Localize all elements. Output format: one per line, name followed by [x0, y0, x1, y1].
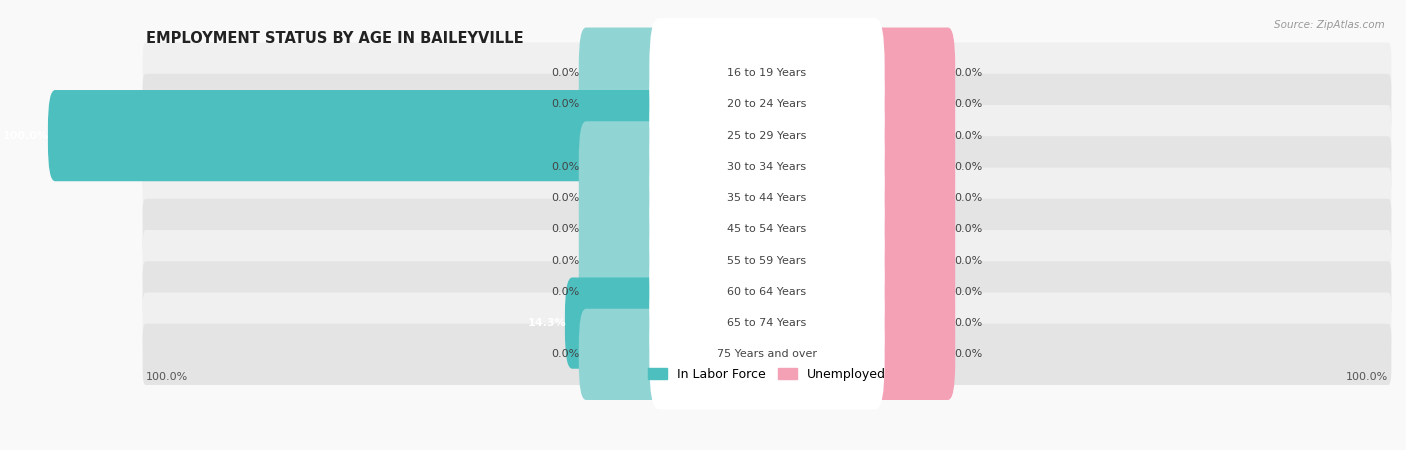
FancyBboxPatch shape: [48, 90, 665, 181]
FancyBboxPatch shape: [650, 18, 884, 128]
FancyBboxPatch shape: [650, 81, 884, 191]
FancyBboxPatch shape: [869, 90, 955, 181]
FancyBboxPatch shape: [869, 215, 955, 306]
Text: 0.0%: 0.0%: [551, 349, 581, 360]
Text: EMPLOYMENT STATUS BY AGE IN BAILEYVILLE: EMPLOYMENT STATUS BY AGE IN BAILEYVILLE: [146, 32, 523, 46]
FancyBboxPatch shape: [650, 50, 884, 159]
Text: Source: ZipAtlas.com: Source: ZipAtlas.com: [1274, 20, 1385, 30]
FancyBboxPatch shape: [869, 278, 955, 369]
FancyBboxPatch shape: [650, 206, 884, 315]
Text: 0.0%: 0.0%: [955, 162, 983, 172]
FancyBboxPatch shape: [579, 309, 665, 400]
Text: 55 to 59 Years: 55 to 59 Years: [727, 256, 807, 266]
FancyBboxPatch shape: [142, 292, 1392, 354]
FancyBboxPatch shape: [579, 153, 665, 244]
FancyBboxPatch shape: [650, 112, 884, 222]
Text: 65 to 74 Years: 65 to 74 Years: [727, 318, 807, 328]
Text: 0.0%: 0.0%: [955, 193, 983, 203]
Text: 60 to 64 Years: 60 to 64 Years: [727, 287, 807, 297]
Text: 100.0%: 100.0%: [1346, 373, 1388, 382]
Text: 45 to 54 Years: 45 to 54 Years: [727, 225, 807, 234]
FancyBboxPatch shape: [565, 278, 665, 369]
Text: 0.0%: 0.0%: [551, 256, 581, 266]
FancyBboxPatch shape: [650, 143, 884, 253]
Text: 0.0%: 0.0%: [955, 287, 983, 297]
Text: 0.0%: 0.0%: [955, 318, 983, 328]
FancyBboxPatch shape: [142, 199, 1392, 260]
Text: 0.0%: 0.0%: [551, 68, 581, 78]
FancyBboxPatch shape: [142, 167, 1392, 229]
FancyBboxPatch shape: [650, 299, 884, 410]
FancyBboxPatch shape: [869, 27, 955, 119]
Text: 30 to 34 Years: 30 to 34 Years: [727, 162, 807, 172]
Text: 0.0%: 0.0%: [551, 99, 581, 109]
FancyBboxPatch shape: [869, 59, 955, 150]
FancyBboxPatch shape: [650, 175, 884, 284]
FancyBboxPatch shape: [579, 246, 665, 338]
FancyBboxPatch shape: [579, 27, 665, 119]
Text: 100.0%: 100.0%: [146, 373, 188, 382]
Text: 0.0%: 0.0%: [955, 68, 983, 78]
Text: 14.3%: 14.3%: [527, 318, 567, 328]
FancyBboxPatch shape: [142, 136, 1392, 198]
Text: 0.0%: 0.0%: [551, 225, 581, 234]
Text: 0.0%: 0.0%: [551, 287, 581, 297]
Text: 25 to 29 Years: 25 to 29 Years: [727, 130, 807, 141]
Text: 0.0%: 0.0%: [551, 193, 581, 203]
Text: 0.0%: 0.0%: [955, 256, 983, 266]
Legend: In Labor Force, Unemployed: In Labor Force, Unemployed: [643, 363, 891, 386]
FancyBboxPatch shape: [579, 215, 665, 306]
Text: 0.0%: 0.0%: [955, 349, 983, 360]
FancyBboxPatch shape: [142, 324, 1392, 385]
FancyBboxPatch shape: [142, 74, 1392, 135]
FancyBboxPatch shape: [579, 59, 665, 150]
FancyBboxPatch shape: [579, 121, 665, 212]
Text: 35 to 44 Years: 35 to 44 Years: [727, 193, 807, 203]
FancyBboxPatch shape: [142, 43, 1392, 104]
FancyBboxPatch shape: [869, 153, 955, 244]
Text: 0.0%: 0.0%: [955, 130, 983, 141]
Text: 0.0%: 0.0%: [955, 99, 983, 109]
FancyBboxPatch shape: [869, 246, 955, 338]
Text: 100.0%: 100.0%: [3, 130, 49, 141]
FancyBboxPatch shape: [869, 309, 955, 400]
FancyBboxPatch shape: [579, 184, 665, 275]
FancyBboxPatch shape: [650, 237, 884, 347]
FancyBboxPatch shape: [142, 261, 1392, 323]
Text: 0.0%: 0.0%: [551, 162, 581, 172]
FancyBboxPatch shape: [142, 230, 1392, 291]
FancyBboxPatch shape: [869, 121, 955, 212]
Text: 20 to 24 Years: 20 to 24 Years: [727, 99, 807, 109]
FancyBboxPatch shape: [869, 184, 955, 275]
FancyBboxPatch shape: [142, 105, 1392, 166]
Text: 0.0%: 0.0%: [955, 225, 983, 234]
Text: 16 to 19 Years: 16 to 19 Years: [727, 68, 807, 78]
Text: 75 Years and over: 75 Years and over: [717, 349, 817, 360]
FancyBboxPatch shape: [650, 268, 884, 378]
